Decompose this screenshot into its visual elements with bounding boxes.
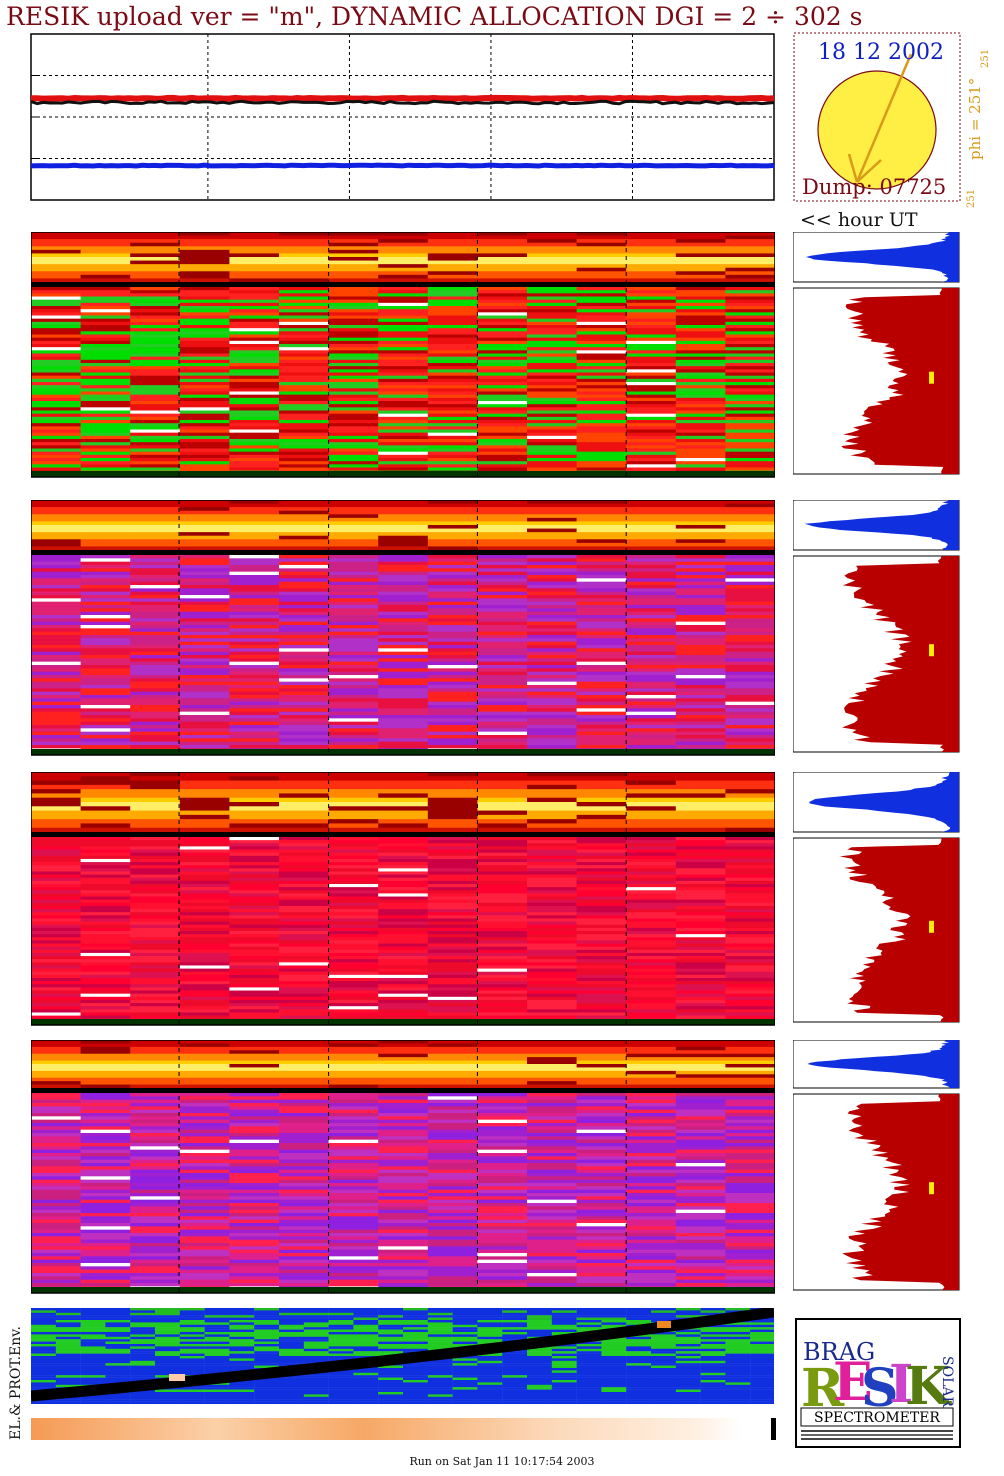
spectrum-image-ch3 xyxy=(31,500,775,756)
logo-banner: SPECTROMETER xyxy=(814,1410,940,1426)
orbit-marker-start xyxy=(169,1374,185,1381)
logo-side: SOLAR xyxy=(939,1356,955,1407)
temperature-strip xyxy=(31,1418,776,1440)
page-title: RESIK upload ver = "m", DYNAMIC ALLOCATI… xyxy=(6,2,863,31)
series-line-1 xyxy=(30,162,775,169)
logo-letter-i: I xyxy=(889,1354,913,1415)
env-label: EL.& PROT.Env. xyxy=(8,1326,24,1440)
pha-histogram-ch2 xyxy=(793,1040,960,1291)
resik-logo: BRAG R E S I K SOLAR SPECTROMETER xyxy=(795,1318,961,1448)
spectrum-image-ch1 xyxy=(31,232,775,478)
logo-letter-k: K xyxy=(905,1356,952,1417)
phi-arrow xyxy=(855,53,913,183)
phi-small-bottom: 251 xyxy=(966,188,977,208)
lightcurve-chart xyxy=(30,33,775,201)
phi-label: phi = 251° xyxy=(966,77,984,160)
sun-date: 18 12 2002 xyxy=(818,40,944,65)
orbit-track xyxy=(31,1308,774,1402)
sun-disc-panel xyxy=(793,32,961,202)
series-line-0 xyxy=(31,94,775,102)
logo-letter-e: E xyxy=(833,1352,873,1413)
sun-disc xyxy=(817,70,937,190)
environment-panel xyxy=(31,1308,774,1404)
pha-histogram-ch3 xyxy=(793,500,960,753)
phi-small: 251 xyxy=(980,48,991,68)
run-footer: Run on Sat Jan 11 10:17:54 2003 xyxy=(409,1455,595,1468)
orbit-marker-end xyxy=(657,1321,671,1328)
spectrum-image-ch2 xyxy=(31,1040,775,1294)
pha-histogram-ch1 xyxy=(793,232,960,475)
dump-number: Dump: 07725 xyxy=(802,175,947,199)
series-line-2 xyxy=(30,99,775,106)
x-unit-label: << hour UT xyxy=(800,209,918,231)
spectrum-image-ch0 xyxy=(31,772,775,1026)
pha-histogram-ch0 xyxy=(793,772,960,1023)
